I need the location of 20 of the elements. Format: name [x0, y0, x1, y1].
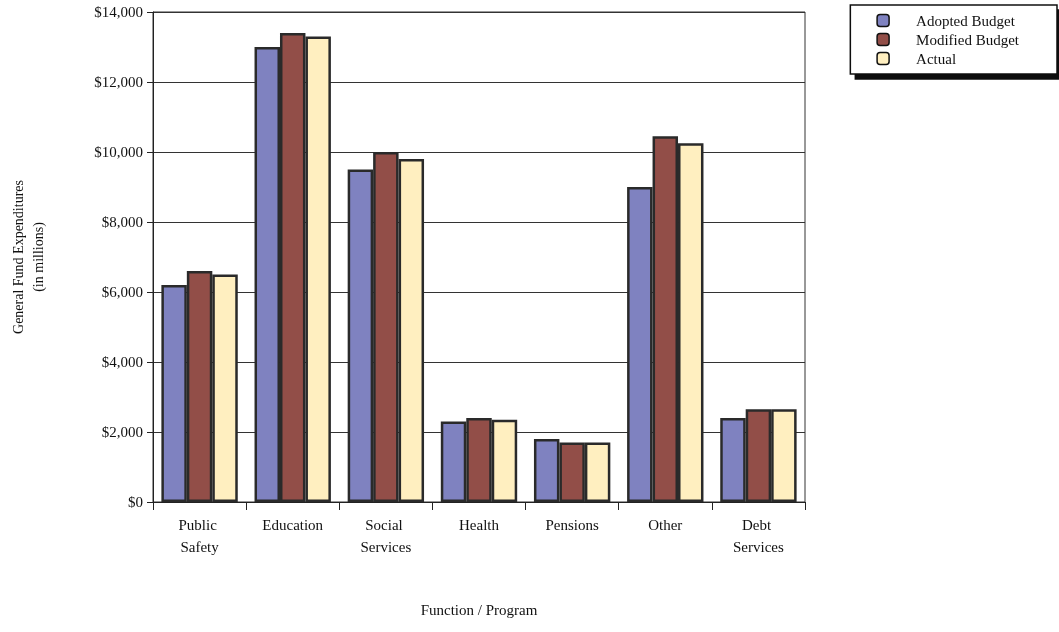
y-axis-title: General Fund Expenditures (in millions)	[10, 180, 47, 334]
y-tick-label: $14,000	[94, 4, 143, 20]
legend-label: Adopted Budget	[916, 12, 1016, 29]
x-tick-label: Education	[262, 517, 324, 533]
x-tick-label: Public Safety	[178, 517, 221, 555]
y-tick-label: $2,000	[101, 424, 143, 440]
x-tick-label: Other	[648, 517, 683, 533]
x-tick-label: Pensions	[545, 517, 599, 533]
y-tick-label: $0	[128, 494, 143, 510]
x-axis-title: Function / Program	[420, 601, 538, 618]
x-tick-label: Social Services	[360, 517, 412, 555]
y-tick-label: $6,000	[101, 284, 143, 300]
y-tick-label: $10,000	[94, 144, 143, 160]
y-tick-label: $4,000	[101, 354, 143, 370]
x-tick-label: Health	[459, 517, 500, 533]
x-tick-label: Debt Services	[733, 517, 784, 555]
legend-label: Actual	[916, 50, 957, 67]
legend-label: Modified Budget	[916, 31, 1020, 48]
y-tick-label: $8,000	[101, 214, 143, 230]
y-tick-label: $12,000	[94, 74, 143, 90]
